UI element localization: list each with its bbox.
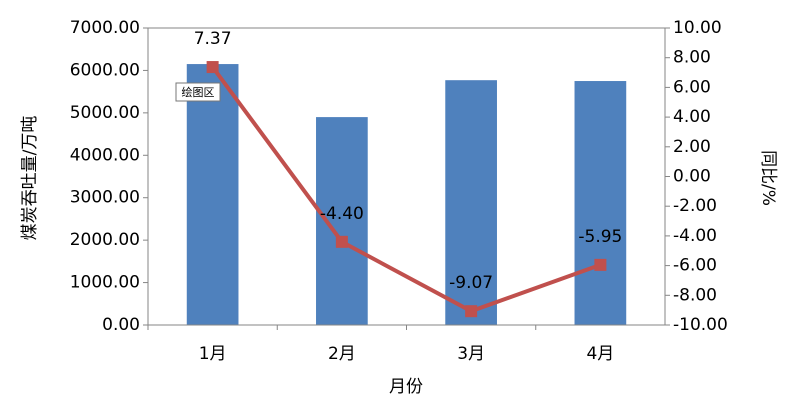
annotation-frame — [175, 82, 221, 102]
y2-tick-label: 4.00 — [673, 107, 711, 127]
value-label: 7.37 — [194, 29, 232, 49]
y2-tick-label: 6.00 — [673, 77, 711, 97]
annotation: 绘图区 — [182, 85, 215, 99]
y-tick-label: 1000.00 — [70, 273, 140, 293]
y2-tick-label: -2.00 — [673, 196, 717, 216]
y-tick-label: 6000.00 — [70, 60, 140, 80]
y2-tick-label: 0.00 — [673, 167, 711, 187]
y2-tick-label: 8.00 — [673, 48, 711, 68]
y-tick-label: 4000.00 — [70, 145, 140, 165]
bar — [186, 64, 239, 326]
bar — [574, 81, 627, 326]
bar — [445, 80, 497, 326]
value-label: -9.07 — [449, 273, 493, 293]
x-tick-label: 4月 — [586, 344, 614, 364]
marker — [594, 258, 607, 271]
value-label: -5.95 — [578, 227, 622, 247]
y-axis-title: 煤炭吞吐量/万吨 — [20, 116, 40, 241]
y-tick-label: 2000.00 — [70, 230, 140, 250]
y-tick-label: 0.00 — [102, 315, 140, 335]
y2-tick-label: 10.00 — [673, 18, 722, 38]
marker — [206, 61, 219, 74]
y2-tick-label: -10.00 — [673, 315, 728, 335]
y2-tick-label: -8.00 — [673, 285, 717, 305]
marker — [465, 305, 478, 318]
x-tick-label: 1月 — [199, 344, 227, 364]
x-axis-title: 月份 — [389, 377, 423, 397]
y2-axis-title: 同比/% — [758, 150, 778, 206]
x-tick-label: 3月 — [457, 344, 485, 364]
annotation-box: 绘图区 — [175, 82, 221, 102]
y-tick-label: 7000.00 — [70, 18, 140, 38]
y2-tick-label: -6.00 — [673, 256, 717, 276]
y-tick-label: 5000.00 — [70, 103, 140, 123]
y2-tick-label: 2.00 — [673, 137, 711, 157]
y2-tick-label: -4.00 — [673, 226, 717, 246]
line — [211, 65, 602, 314]
x-tick-label: 2月 — [328, 344, 356, 364]
value-label: -4.40 — [320, 204, 364, 224]
y-tick-label: 3000.00 — [70, 188, 140, 208]
marker — [335, 235, 348, 248]
